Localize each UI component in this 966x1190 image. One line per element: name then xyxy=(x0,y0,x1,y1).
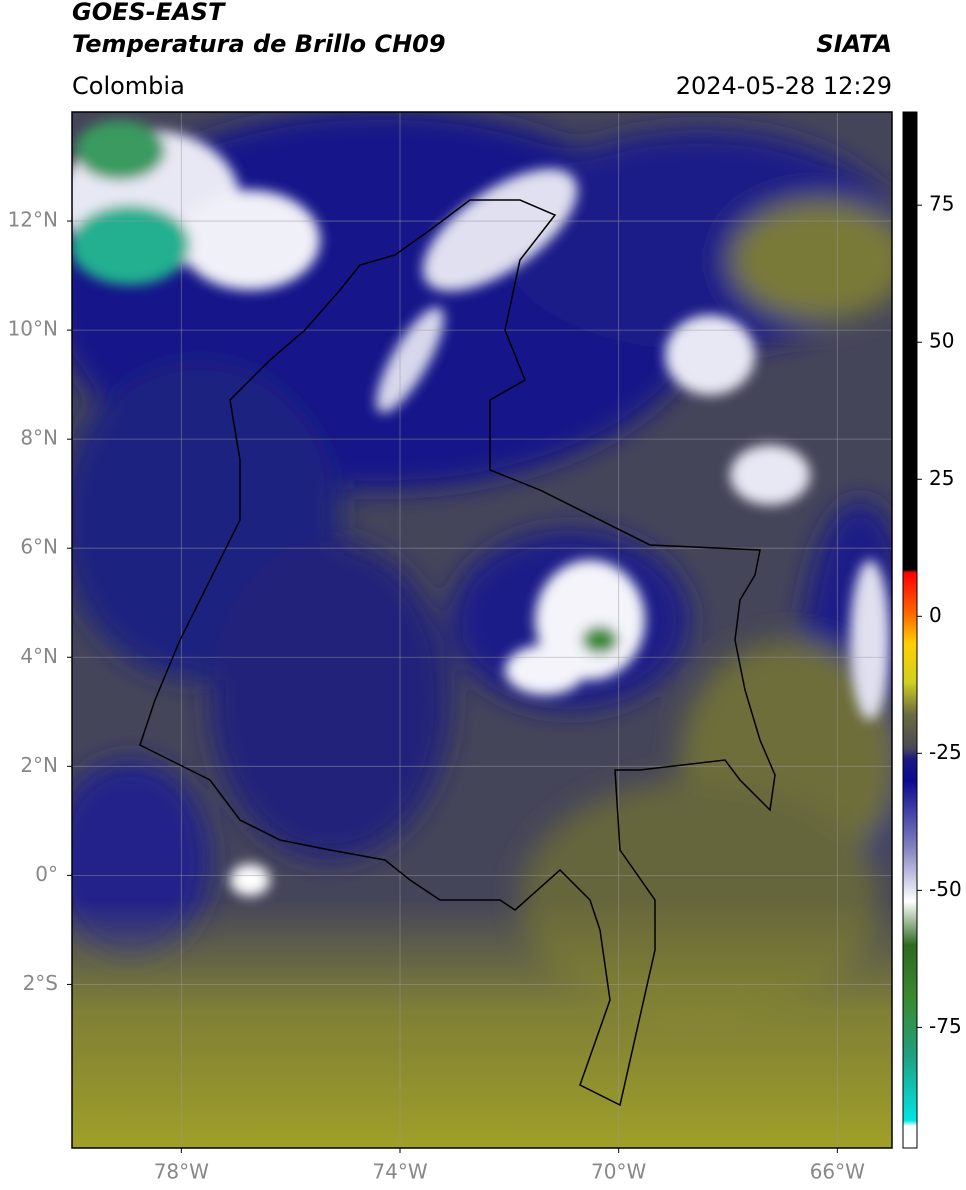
colorbar xyxy=(903,112,917,1148)
graticule xyxy=(72,112,892,1148)
y-tick-label: 6°N xyxy=(20,535,58,559)
colorbar-tick-label: 75 xyxy=(929,192,954,216)
region: Colombia xyxy=(72,72,185,100)
source: SIATA xyxy=(816,30,892,58)
y-tick-label: 8°N xyxy=(20,426,58,450)
y-tick-label: 2°S xyxy=(23,971,58,995)
x-tick-label: 66°W xyxy=(810,1160,865,1184)
satellite-image xyxy=(72,112,892,1148)
colorbar-tick-label: 25 xyxy=(929,466,954,490)
colorbar-tick-label: -25 xyxy=(929,740,962,764)
timestamp: 2024-05-28 12:29 xyxy=(676,72,892,100)
y-tick-label: 2°N xyxy=(20,753,58,777)
y-tick-label: 10°N xyxy=(8,317,58,341)
colorbar-tick-label: -50 xyxy=(929,877,962,901)
y-tick-label: 4°N xyxy=(20,644,58,668)
colorbar-tick-label: 50 xyxy=(929,329,954,353)
colorbar-tick-label: 0 xyxy=(929,603,942,627)
colorbar-frame xyxy=(902,111,918,1149)
x-tick-label: 70°W xyxy=(591,1160,646,1184)
x-tick-label: 74°W xyxy=(372,1160,427,1184)
subtitle: Temperatura de Brillo CH09 xyxy=(72,30,446,58)
country-border xyxy=(139,199,776,1107)
colorbar-tick-label: -75 xyxy=(929,1014,962,1038)
y-tick-label: 0° xyxy=(35,862,58,886)
x-tick-label: 78°W xyxy=(154,1160,209,1184)
y-tick-label: 12°N xyxy=(8,208,58,232)
map-frame xyxy=(71,111,893,1149)
title: GOES-EAST xyxy=(72,0,226,26)
